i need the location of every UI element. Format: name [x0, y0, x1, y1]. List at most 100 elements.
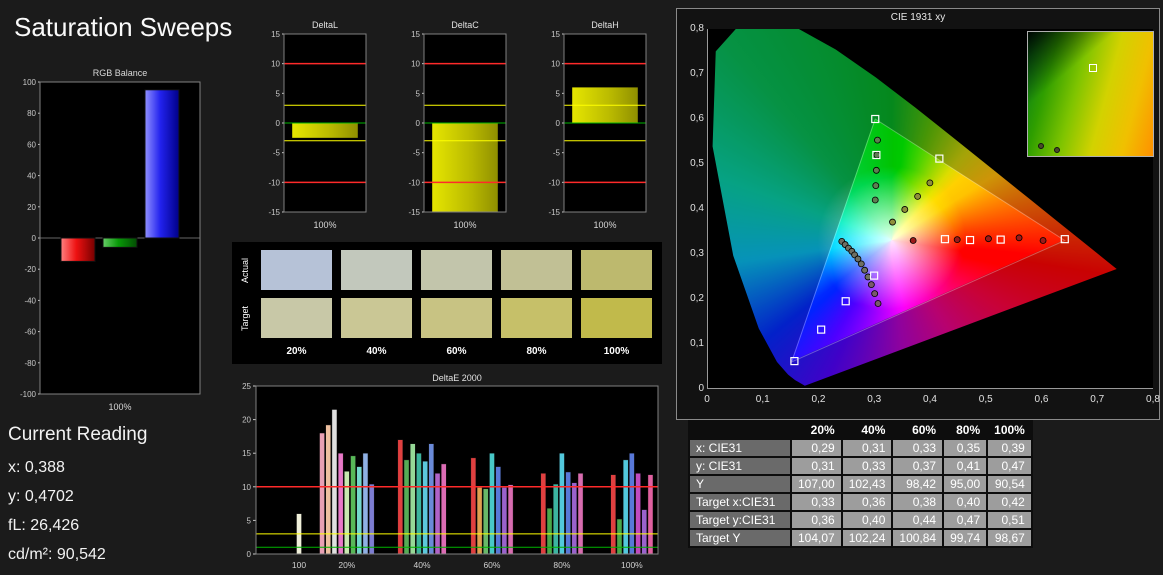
- chart-label: -80: [24, 359, 36, 368]
- cie-1931-panel: CIE 1931 xy 0 0,1 0,2 0,3 0,4 0,5 0,6 0,7 0,8 0 0,…: [676, 8, 1160, 420]
- chart-shape: [563, 33, 647, 213]
- x-tick-label: 0,4: [923, 394, 937, 405]
- value-cell: 0,51: [988, 512, 1031, 528]
- chart-label: 40%: [414, 560, 431, 570]
- chart-label: -15: [548, 208, 560, 217]
- column-header: 40%: [842, 422, 892, 438]
- chart-label: 100: [23, 78, 37, 87]
- ui-element: [238, 346, 252, 359]
- chart-shape: [423, 33, 507, 213]
- chart-shape: [39, 81, 201, 395]
- value-cell: 107,00: [792, 476, 841, 492]
- y-tick-label: 0,5: [690, 158, 704, 169]
- deltae-bar: [622, 459, 629, 555]
- deltae-bar: [331, 409, 338, 555]
- value-cell: 104,07: [792, 530, 841, 546]
- green-bar: [102, 237, 138, 248]
- swatch-column-label: 60%: [446, 346, 467, 357]
- target-square-marker: [1060, 235, 1069, 244]
- deltae-bar: [362, 452, 369, 555]
- reading-value: y: 0,4702: [8, 488, 74, 505]
- chart-label: 10: [551, 60, 560, 69]
- chart-label: -5: [413, 149, 421, 158]
- chart-label: 80: [27, 109, 36, 118]
- column-header: 60%: [893, 422, 943, 438]
- measured-point-marker: [871, 290, 879, 298]
- deltae-bar: [507, 484, 514, 555]
- value-cell: 0,33: [842, 458, 892, 474]
- table-row: Target Y 104,07 102,24 100,84 99,74 98,67: [690, 530, 1031, 546]
- measured-point-marker: [1039, 237, 1047, 244]
- y-tick-label: 0: [698, 383, 704, 394]
- value-cell: 0,42: [988, 494, 1031, 510]
- chart-label: -20: [24, 265, 36, 274]
- measured-point-marker: [1053, 146, 1060, 153]
- table-row: y: CIE31 0,31 0,33 0,37 0,41 0,47: [690, 458, 1031, 474]
- deltae-bar: [325, 424, 331, 555]
- target-square-marker: [841, 297, 850, 306]
- measured-point-marker: [889, 218, 896, 226]
- chart-label: 100%: [593, 220, 616, 230]
- color-swatch: [581, 250, 652, 290]
- value-cell: 100,84: [893, 530, 943, 546]
- color-swatch: [261, 298, 332, 338]
- chart-label: 5: [416, 89, 421, 98]
- deltae-bar: [501, 487, 508, 555]
- chart-label: 0: [32, 234, 37, 243]
- deltae-bar: [337, 452, 344, 555]
- current-reading-panel: Current Reading x: 0,388 y: 0,4702 fL: 26,…: [8, 424, 147, 569]
- x-tick-label: 0,7: [1090, 394, 1105, 405]
- color-swatch: [261, 250, 332, 290]
- row-label: Y: [690, 476, 790, 492]
- deltae-bar: [476, 487, 483, 555]
- value-cell: 0,47: [944, 512, 987, 528]
- measured-point-marker: [854, 255, 862, 263]
- chart-label: 20%: [338, 560, 355, 570]
- measured-point-marker: [872, 182, 880, 190]
- measured-point-marker: [871, 196, 879, 204]
- deltae-bar: [616, 518, 623, 555]
- gamut-outline: [790, 118, 1066, 363]
- chart-label: -15: [268, 208, 280, 217]
- red-bar: [60, 237, 96, 262]
- x-tick-label: 0,2: [811, 394, 826, 405]
- deltae-bar: [565, 471, 571, 555]
- value-cell: 0,36: [792, 512, 841, 528]
- value-cell: 0,41: [944, 458, 987, 474]
- chart-label: DeltaH: [591, 20, 619, 30]
- chart-label: -100: [20, 390, 37, 399]
- value-cell: 99,74: [944, 530, 987, 546]
- chart-canvas: DeltaC 15 10 5 0 -5 -10 -15 100%: [408, 20, 507, 230]
- value-cell: 0,33: [792, 494, 841, 510]
- measured-point-marker: [873, 151, 881, 159]
- table-body: x: CIE31 0,29 0,31 0,33 0,35 0,39 y: CIE31 0,31…: [690, 440, 1031, 546]
- color-swatch: [341, 250, 412, 290]
- color-swatch: [501, 250, 572, 290]
- deltae-bar: [540, 473, 547, 555]
- chart-label: 100: [292, 560, 306, 570]
- value-cell: 0,40: [842, 512, 892, 528]
- deltae-bar: [434, 473, 441, 555]
- value-cell: 0,36: [842, 494, 892, 510]
- chart-label: 0: [247, 550, 252, 559]
- deltae-bar: [416, 452, 422, 555]
- swatch-column-label: 20%: [286, 346, 307, 357]
- chart-label: -10: [268, 178, 280, 187]
- column-header: 20%: [792, 422, 841, 438]
- chart-label: 15: [271, 30, 280, 39]
- deltae-bar: [441, 463, 447, 555]
- deltae-bar: [470, 457, 477, 555]
- deltae-bar: [422, 461, 428, 555]
- value-cell: 95,00: [944, 476, 987, 492]
- deltae-bar: [571, 482, 578, 555]
- table-row: x: CIE31 0,29 0,31 0,33 0,35 0,39: [690, 440, 1031, 456]
- chart-label: 80%: [553, 560, 570, 570]
- value-cell: 0,31: [792, 458, 841, 474]
- chart-label: DeltaE 2000: [432, 373, 482, 383]
- table-row: Target x:CIE31 0,33 0,36 0,38 0,40 0,42: [690, 494, 1031, 510]
- value-cell: 98,67: [988, 530, 1031, 546]
- chart-label: 15: [411, 30, 420, 39]
- y-tick-label: 0,3: [690, 248, 704, 259]
- current-reading-values: x: 0,388 y: 0,4702 fL: 26,426 cd/m²: 90,542: [8, 453, 147, 569]
